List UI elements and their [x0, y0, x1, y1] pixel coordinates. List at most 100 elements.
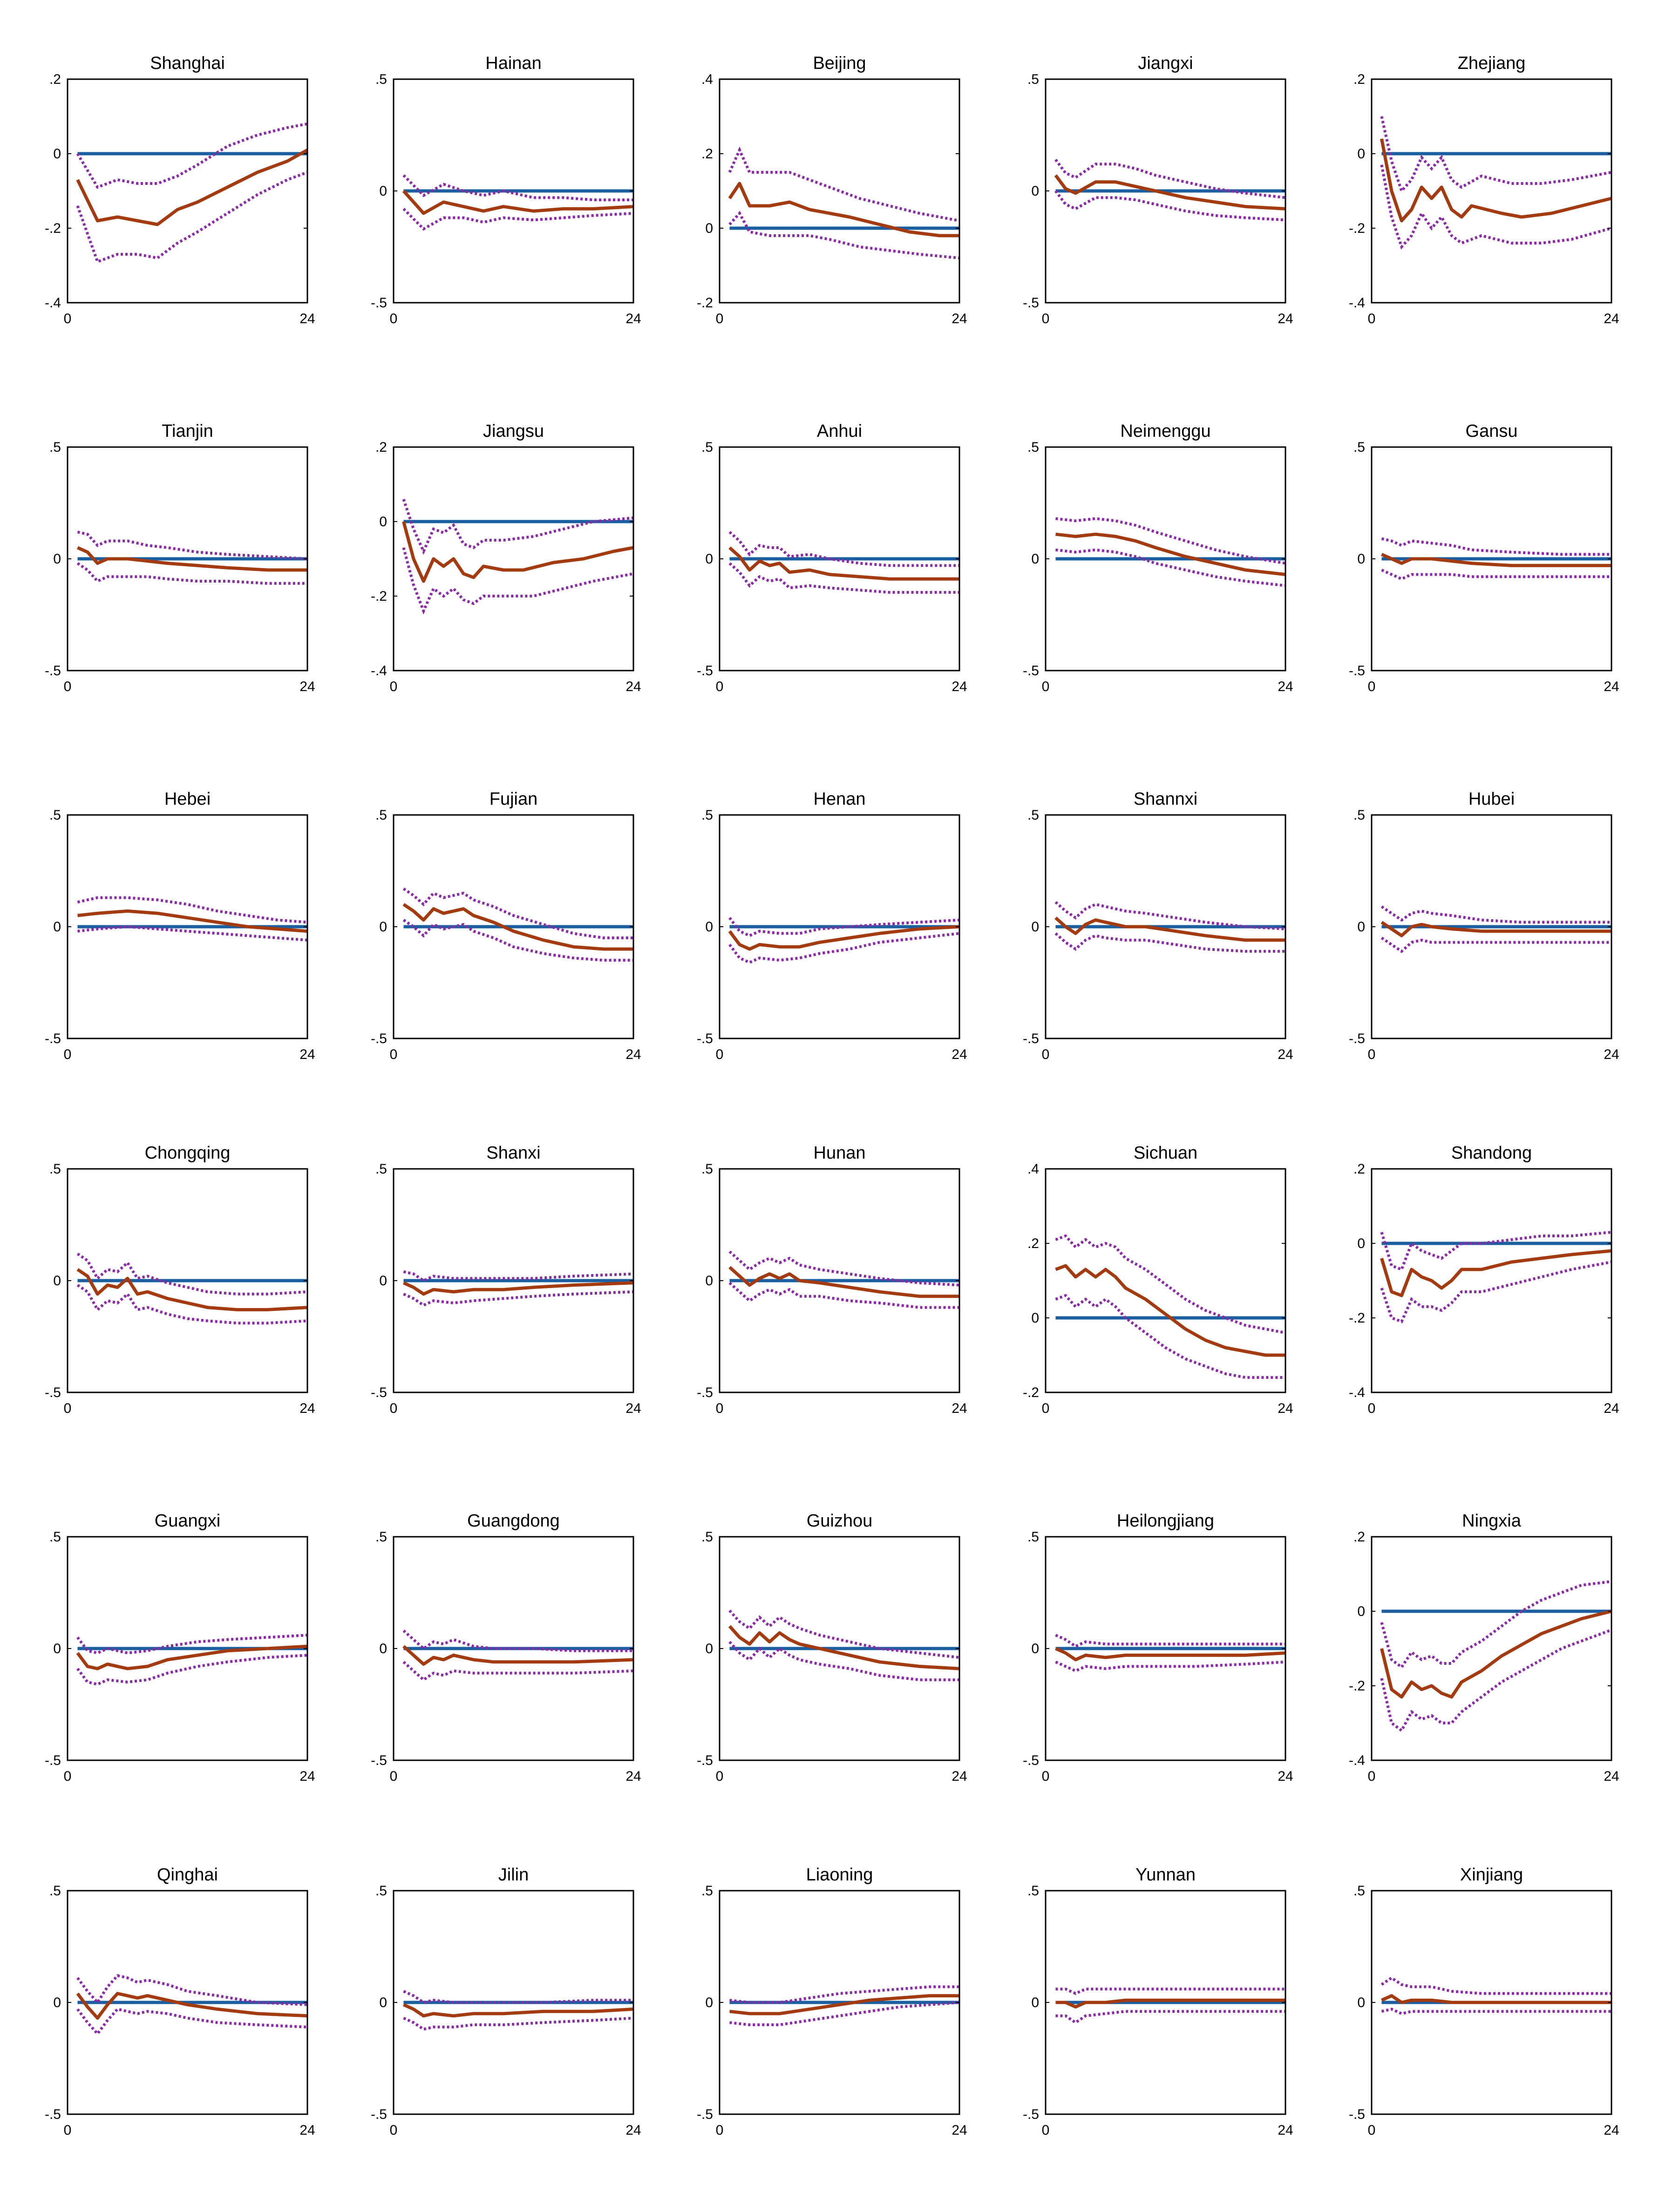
y-tick-label: 0	[53, 146, 61, 162]
upper-band-line	[402, 174, 633, 202]
lower-band-line	[1054, 190, 1286, 222]
y-tick-label: -.2	[1349, 221, 1365, 236]
median-response-line	[402, 521, 634, 583]
lower-band-line	[76, 171, 308, 264]
y-tick-label: -.4	[1349, 1753, 1365, 1768]
x-tick-label: 24	[299, 1047, 315, 1062]
plot-frame	[393, 446, 634, 672]
lower-band-line	[728, 1641, 959, 1682]
y-tick-label: -.5	[371, 1031, 387, 1046]
y-tick-label: -.5	[45, 1031, 61, 1046]
median-response-line	[728, 1266, 959, 1298]
median-response-line	[76, 1992, 308, 2020]
median-response-line	[77, 909, 308, 933]
panel-title: Shannxi	[1134, 789, 1197, 809]
x-tick-label: 0	[64, 311, 72, 326]
lower-band-line	[402, 1661, 634, 1682]
x-tick-label: 0	[1042, 1047, 1050, 1062]
lower-band-line	[1055, 548, 1286, 587]
median-response-line	[403, 2003, 634, 2018]
plot-frame	[1371, 1168, 1612, 1393]
x-tick-label: 24	[952, 679, 967, 694]
x-tick-label: 0	[390, 679, 398, 694]
panel-xinjiang: Xinjiang-.50.50 24	[1349, 1865, 1619, 2138]
y-tick-label: .5	[375, 1161, 387, 1177]
y-tick-label: 0	[1031, 1310, 1039, 1326]
panel-title: Hunan	[814, 1143, 866, 1163]
y-tick-label: .4	[1027, 1161, 1039, 1177]
x-tick-label: 24	[299, 1401, 315, 1416]
y-tick-label: 0	[1031, 183, 1039, 199]
x-tick-label: 0	[64, 679, 72, 694]
y-tick-label: 0	[705, 1273, 713, 1289]
panel-gansu: Gansu-.50.50 24	[1349, 421, 1619, 694]
y-tick-label: .5	[49, 1883, 61, 1899]
panel-title: Qinghai	[157, 1865, 218, 1885]
y-tick-label: .5	[1027, 1529, 1039, 1545]
y-tick-label: -.5	[1349, 663, 1365, 679]
y-tick-label: -.5	[697, 663, 713, 679]
median-response-line	[77, 546, 307, 572]
panel-shanxi: Shanxi-.50.50 24	[371, 1143, 641, 1416]
lower-band-line	[403, 2016, 634, 2031]
x-tick-label: 24	[1604, 679, 1619, 694]
median-response-line	[728, 1625, 960, 1670]
y-tick-label: -.5	[697, 1031, 713, 1046]
panel-shanghai: Shanghai -.4 -.2 0 .2 0 24	[45, 54, 315, 326]
panel-guizhou: Guizhou-.50.50 24	[697, 1511, 967, 1784]
x-tick-label: 0	[1042, 1769, 1050, 1784]
panel-guangdong: Guangdong-.50.50 24	[371, 1511, 641, 1784]
upper-band-line	[402, 1629, 633, 1652]
y-tick-label: .5	[1027, 440, 1039, 455]
panel-title: Liaoning	[806, 1865, 873, 1885]
median-response-line	[76, 148, 308, 226]
x-tick-label: 0	[716, 1401, 724, 1416]
upper-band-line	[403, 1990, 633, 2004]
upper-band-line	[403, 1270, 634, 1282]
y-tick-label: 0	[53, 919, 61, 935]
y-tick-label: -.2	[1349, 1310, 1365, 1326]
x-tick-label: 24	[1278, 2123, 1293, 2138]
y-tick-label: -.5	[371, 1753, 387, 1768]
panel-title: Hebei	[164, 789, 211, 809]
y-tick-label: .5	[701, 1883, 713, 1899]
y-tick-label: -.2	[1349, 1678, 1365, 1694]
x-tick-label: 24	[952, 1769, 967, 1784]
x-tick-label: 24	[1278, 1401, 1293, 1416]
panel-ningxia: Ningxia -.4 -.2 0 .2 0 24	[1349, 1511, 1619, 1784]
panel-title: Gansu	[1466, 421, 1518, 441]
lower-band-line	[402, 208, 634, 231]
upper-band-line	[1380, 1976, 1611, 1995]
y-tick-label: .5	[49, 1529, 61, 1545]
panel-title: Ningxia	[1462, 1511, 1522, 1531]
x-tick-label: 0	[390, 1769, 398, 1784]
y-tick-label: -.5	[1023, 663, 1039, 679]
upper-band-line	[1380, 1231, 1612, 1271]
y-tick-label: .4	[701, 72, 713, 87]
upper-band-line	[728, 917, 960, 937]
y-tick-label: .5	[701, 1529, 713, 1545]
lower-band-line	[728, 210, 960, 259]
y-tick-label: 0	[53, 1641, 61, 1656]
y-tick-label: .5	[375, 1529, 387, 1545]
lower-band-line	[1380, 936, 1611, 953]
median-response-line	[728, 182, 959, 237]
y-tick-label: -.2	[45, 221, 61, 236]
y-tick-label: 0	[1357, 551, 1365, 567]
plot-frame	[1371, 78, 1612, 304]
upper-band-line	[76, 1974, 308, 2006]
panel-heilongjiang: Heilongjiang-.50.50 24	[1023, 1511, 1293, 1784]
median-response-line	[76, 1644, 308, 1670]
median-response-line	[1380, 921, 1611, 937]
upper-band-line	[1380, 905, 1611, 924]
x-tick-label: 24	[625, 679, 641, 694]
y-tick-label: .5	[701, 807, 713, 823]
y-tick-label: 0	[53, 1273, 61, 1289]
median-response-line	[1055, 532, 1286, 577]
y-tick-label: -.2	[697, 295, 713, 311]
y-tick-label: .5	[375, 1883, 387, 1899]
panel-title: Beijing	[813, 54, 866, 73]
x-tick-label: 0	[1042, 2123, 1050, 2138]
y-tick-label: 0	[1357, 1236, 1365, 1251]
